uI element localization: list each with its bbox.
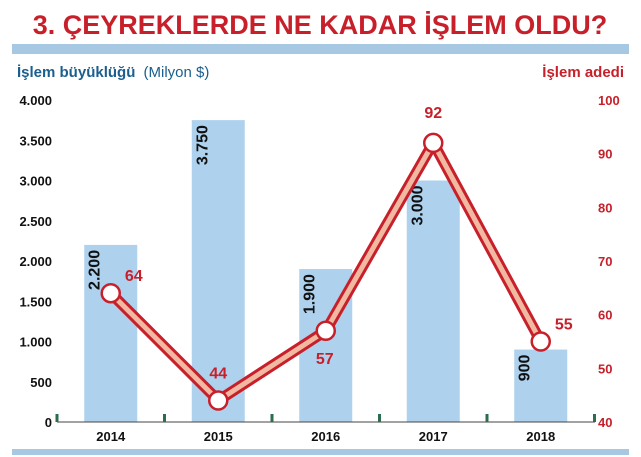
left-axis-title-unit: (Milyon $) <box>144 64 210 81</box>
left-tick-label: 500 <box>30 375 52 390</box>
right-tick-label: 90 <box>598 147 612 162</box>
left-axis-title-main: İşlem büyüklüğü <box>17 64 135 81</box>
right-tick-label: 50 <box>598 361 612 376</box>
bar-value-label: 1.900 <box>302 274 319 314</box>
bar-2014 <box>84 244 138 422</box>
left-tick-label: 4.000 <box>19 93 52 108</box>
point-value-label: 92 <box>424 105 442 122</box>
line-point-2017 <box>423 132 444 154</box>
bar-value-label: 2.200 <box>87 250 104 290</box>
left-tick-label: 3.500 <box>19 133 52 148</box>
left-tick-label: 2.500 <box>19 214 52 229</box>
x-separator-mark <box>593 414 596 422</box>
bar-labels: 2.200 3.750 1.900 3.000 900 <box>87 125 534 381</box>
right-tick-label: 80 <box>598 200 612 215</box>
left-tick-label: 0 <box>45 415 52 430</box>
bar-value-label: 900 <box>517 354 534 381</box>
point-labels: 64 44 57 92 55 <box>125 105 573 383</box>
point-value-label: 44 <box>209 366 227 383</box>
line-point-2016 <box>315 320 336 342</box>
right-tick-label: 70 <box>598 254 612 269</box>
point-value-label: 64 <box>125 268 143 285</box>
x-tick-label: 2016 <box>311 429 340 444</box>
left-tick-label: 1.500 <box>19 294 52 309</box>
right-axis-ticks: 40 50 60 70 80 90 100 <box>598 93 620 430</box>
line-series <box>100 132 551 411</box>
bottom-frame-bar <box>12 449 629 455</box>
x-separator-mark <box>270 414 274 422</box>
left-tick-label: 1.000 <box>19 335 52 350</box>
point-value-label: 55 <box>555 317 573 334</box>
bar-value-label: 3.750 <box>194 125 211 165</box>
line-point-2018 <box>530 331 551 352</box>
x-separator-mark <box>163 414 166 422</box>
x-separator-mark <box>485 414 489 422</box>
x-tick-label: 2014 <box>96 429 126 444</box>
left-tick-label: 3.000 <box>19 174 52 189</box>
bar-value-label: 3.000 <box>409 185 426 225</box>
bar-2015 <box>191 120 245 422</box>
x-tick-label: 2015 <box>204 429 233 444</box>
left-axis-ticks: 0 500 1.000 1.500 2.000 2.500 3.000 3.500 4.000 <box>19 93 52 430</box>
left-axis-title: İşlem büyüklüğü (Milyon $) <box>17 64 209 81</box>
x-axis-marks <box>55 414 596 422</box>
bar-series <box>84 120 568 422</box>
right-tick-label: 40 <box>598 415 612 430</box>
x-axis-labels: 2014 2015 2016 2017 2018 <box>96 429 555 444</box>
left-tick-label: 2.000 <box>19 254 52 269</box>
right-tick-label: 100 <box>598 93 620 108</box>
right-axis-title: İşlem adedi <box>542 64 624 81</box>
chart-title: 3. ÇEYREKLERDE NE KADAR İŞLEM OLDU? <box>33 10 608 40</box>
line-point-2014 <box>100 282 121 304</box>
top-frame-bar <box>12 44 629 54</box>
bar-2017 <box>406 180 460 422</box>
line-point-2015 <box>208 390 229 411</box>
x-tick-label: 2017 <box>419 429 448 444</box>
right-tick-label: 60 <box>598 308 612 323</box>
point-value-label: 57 <box>316 351 334 368</box>
x-tick-label: 2018 <box>526 429 555 444</box>
x-separator-mark <box>378 414 381 422</box>
bar-2018 <box>514 349 568 422</box>
x-separator-mark <box>55 414 59 422</box>
